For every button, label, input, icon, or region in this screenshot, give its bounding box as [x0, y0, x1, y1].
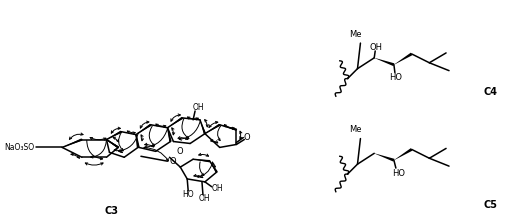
Text: HO: HO [390, 73, 402, 82]
Polygon shape [394, 148, 412, 160]
Polygon shape [62, 138, 82, 147]
Polygon shape [168, 117, 183, 128]
Text: OH: OH [199, 194, 211, 203]
Text: C5: C5 [483, 200, 498, 210]
Text: HO: HO [392, 168, 406, 178]
Polygon shape [136, 135, 139, 148]
Text: OH: OH [212, 184, 224, 193]
Polygon shape [219, 125, 237, 131]
Text: O: O [169, 157, 176, 166]
Text: NaO₃SO: NaO₃SO [5, 143, 34, 152]
Polygon shape [210, 161, 218, 173]
Polygon shape [168, 128, 172, 142]
Text: Me: Me [350, 30, 362, 39]
Text: Me: Me [350, 125, 362, 134]
Text: OH: OH [192, 103, 204, 112]
Text: O: O [244, 133, 250, 142]
Polygon shape [106, 139, 119, 149]
Polygon shape [374, 153, 394, 162]
Polygon shape [374, 58, 394, 66]
Text: C4: C4 [483, 87, 498, 97]
Polygon shape [136, 124, 152, 135]
Text: O: O [177, 147, 183, 156]
Text: OH: OH [370, 43, 383, 52]
Text: C3: C3 [104, 206, 118, 216]
Text: HO: HO [182, 190, 194, 199]
Polygon shape [193, 159, 210, 163]
Polygon shape [200, 120, 206, 134]
Polygon shape [394, 53, 412, 65]
Polygon shape [106, 131, 122, 140]
Polygon shape [205, 124, 221, 134]
